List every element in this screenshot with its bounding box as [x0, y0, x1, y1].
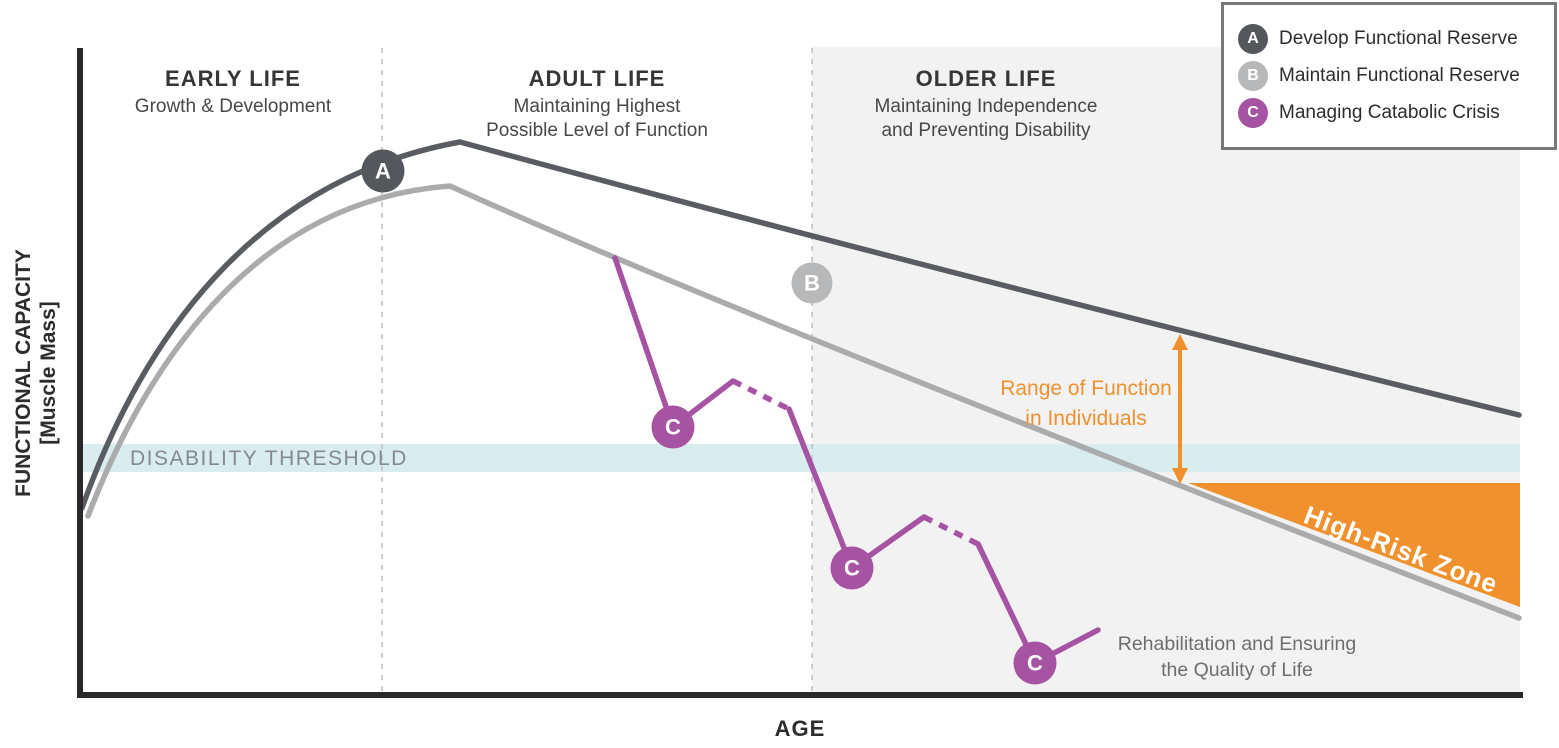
legend-label: Maintain Functional Reserve: [1279, 65, 1520, 86]
stage-header-early-life: EARLY LIFE Growth & Development: [135, 66, 331, 119]
stage-subtitle: Maintaining Highest Possible Level of Fu…: [486, 96, 708, 141]
range-of-function-label: Range of Function in Individuals: [1000, 377, 1172, 431]
legend-marker-b-icon: B: [1238, 61, 1268, 91]
disability-threshold-label: DISABILITY THRESHOLD: [130, 447, 408, 470]
high-risk-zone: [1188, 483, 1520, 607]
stage-header-adult-life: ADULT LIFE Maintaining Highest Possible …: [486, 66, 708, 143]
legend-label: Develop Functional Reserve: [1279, 28, 1518, 49]
rehabilitation-label: Rehabilitation and Ensuring the Quality …: [1117, 633, 1357, 682]
x-axis-line: [77, 692, 1523, 698]
legend-item-maintain-reserve: B Maintain Functional Reserve: [1238, 61, 1538, 91]
legend-marker-a-icon: A: [1238, 24, 1268, 54]
stage-title: ADULT LIFE: [528, 66, 666, 91]
range-of-function-arrow: [1172, 334, 1188, 484]
legend-label: Managing Catabolic Crisis: [1279, 102, 1500, 123]
marker-a: A: [361, 149, 405, 193]
legend-marker-c-icon: C: [1238, 98, 1268, 128]
y-axis-line: [77, 48, 83, 698]
marker-b: B: [791, 262, 833, 304]
disability-threshold-band: [80, 444, 1520, 472]
stage-title: EARLY LIFE: [165, 66, 301, 91]
stage-title: OLDER LIFE: [915, 66, 1057, 91]
legend: A Develop Functional Reserve B Maintain …: [1221, 2, 1557, 150]
older-life-shaded-region: [812, 47, 1520, 692]
stage-subtitle: Growth & Development: [134, 96, 332, 117]
develop-reserve-curve: [79, 139, 1522, 511]
y-axis-label: FUNCTIONAL CAPACITY [Muscle Mass]: [11, 249, 60, 497]
legend-item-develop-reserve: A Develop Functional Reserve: [1238, 24, 1538, 54]
stage-subtitle: Maintaining Independence and Preventing …: [874, 96, 1098, 141]
marker-c-first-crisis: C: [651, 405, 695, 449]
marker-c-second-crisis: C: [830, 546, 874, 590]
x-axis-label: AGE: [774, 716, 826, 741]
legend-item-catabolic-crisis: C Managing Catabolic Crisis: [1238, 98, 1538, 128]
maintain-reserve-curve: [85, 183, 1522, 621]
marker-c-third-crisis: C: [1013, 641, 1057, 685]
stage-header-older-life: OLDER LIFE Maintaining Independence and …: [875, 66, 1098, 143]
